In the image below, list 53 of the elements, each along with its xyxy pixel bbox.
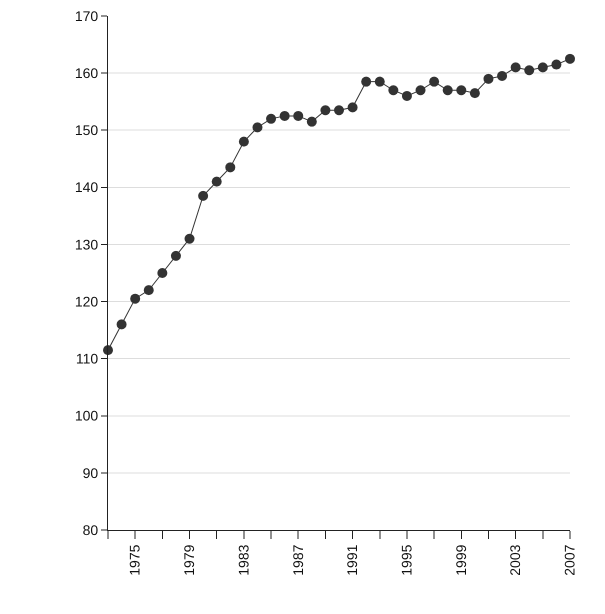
point: [306, 116, 317, 127]
point: [538, 62, 548, 72]
point: [157, 268, 168, 278]
point: [483, 74, 494, 84]
x-tick-label: 1995: [398, 544, 414, 576]
point: [524, 65, 534, 76]
point: [388, 85, 398, 96]
point: [184, 234, 195, 244]
point: [348, 102, 358, 112]
point: [144, 285, 154, 296]
point: [497, 70, 508, 81]
point: [225, 162, 236, 172]
x-tick-label: 2003: [507, 544, 524, 576]
y-tick-label: 120: [74, 293, 98, 310]
x-tick-label: 1979: [181, 544, 198, 576]
y-tick-label: 100: [74, 408, 98, 424]
point: [416, 85, 426, 96]
point: [334, 105, 344, 116]
y-tick-label: 130: [74, 236, 98, 252]
y-tick-label: 110: [76, 350, 98, 367]
point: [116, 319, 127, 330]
y-tick-label: 140: [74, 179, 98, 196]
point: [456, 85, 466, 96]
point: [130, 294, 140, 304]
x-tick-label: 2007: [562, 544, 578, 576]
x-tick-label: 1991: [344, 544, 360, 576]
x-tick-label: 1975: [126, 544, 143, 576]
point: [198, 190, 208, 201]
point: [374, 76, 385, 87]
y-tick-label: 170: [74, 8, 98, 24]
point: [293, 110, 304, 121]
point: [510, 62, 521, 72]
point: [402, 90, 412, 101]
point: [361, 76, 372, 87]
point: [320, 105, 330, 116]
point: [565, 54, 575, 64]
x-tick-label: 1983: [235, 544, 252, 576]
x-tick-label: 1987: [290, 544, 306, 576]
point: [238, 136, 249, 147]
point: [551, 60, 562, 70]
point: [470, 88, 480, 98]
x-tick-label: 1999: [452, 544, 469, 576]
point: [442, 85, 453, 96]
y-tick-label: 150: [74, 122, 98, 138]
y-tick-label: 160: [74, 65, 98, 82]
point: [266, 114, 276, 124]
y-tick-label: 90: [82, 464, 98, 481]
point: [280, 110, 290, 121]
point: [170, 250, 181, 261]
point: [252, 122, 262, 132]
point: [429, 76, 440, 87]
y-tick-label: 80: [82, 522, 98, 538]
point: [212, 176, 222, 187]
